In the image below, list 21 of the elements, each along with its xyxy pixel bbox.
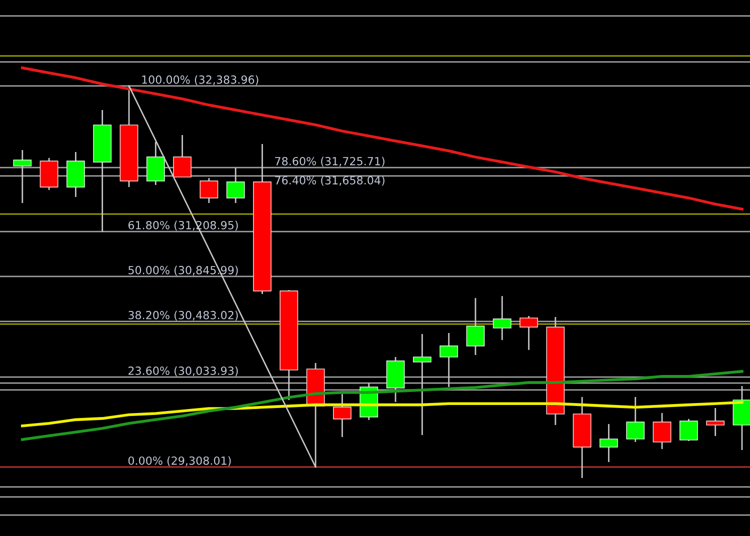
candlestick [333, 393, 352, 438]
ref-line-label: 0.00% (29,308.01) [128, 456, 231, 466]
ref-line-label: 38.20% (30,483.02) [128, 310, 238, 321]
candlestick [173, 134, 192, 178]
candlestick [679, 418, 698, 442]
candlestick [706, 407, 725, 437]
candlestick [520, 315, 538, 351]
ref-line-label: 23.60% (30,033.93) [128, 366, 238, 376]
candlestick [412, 333, 432, 436]
ref-line-label: 76.40% (31,658.04) [275, 176, 384, 186]
candlestick [626, 396, 645, 443]
candlestick [492, 295, 512, 341]
candlestick [652, 412, 672, 450]
candlestick [440, 332, 458, 388]
candlestick [466, 297, 485, 356]
candlestick [200, 177, 218, 204]
ref-line-label: 78.60% (31,725.71) [275, 156, 384, 167]
candlestick [13, 149, 32, 204]
ref-line-label: 100.00% (32,383.96) [142, 75, 258, 86]
candlestick [226, 167, 245, 204]
candlestick [600, 423, 618, 463]
